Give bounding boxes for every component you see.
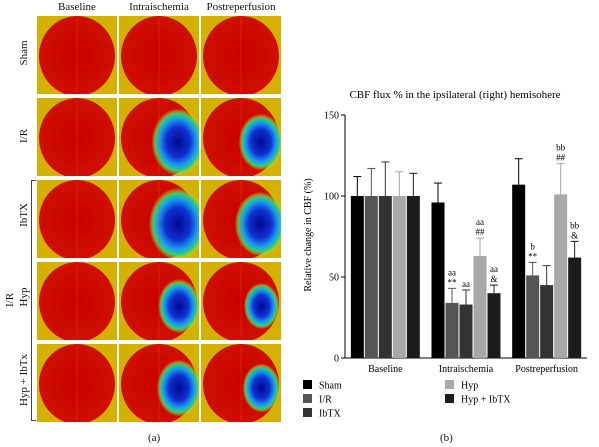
group-bracket-top (31, 180, 36, 181)
significance-label: ## (476, 227, 486, 237)
column-header-intraischemia: Intraischemia (129, 1, 189, 13)
bar (378, 196, 392, 358)
bar (487, 293, 501, 358)
bar (431, 202, 445, 358)
legend-label: IbTX (319, 409, 341, 420)
perfusion-image (37, 16, 117, 94)
column-header-postreperfusion: Postreperfusion (206, 1, 276, 13)
group-label-ir: I/R (4, 292, 16, 308)
row-label-sham: Sham (18, 40, 30, 66)
bar (350, 196, 364, 358)
bar (364, 196, 378, 358)
y-tick-label: 100 (324, 192, 339, 203)
significance-label: aa (490, 264, 498, 274)
legend-label: Hyp (461, 381, 478, 392)
y-axis-label: Relative change in CBF (%) (303, 178, 314, 291)
bar (568, 257, 582, 358)
perfusion-image (37, 98, 117, 176)
chart-title: CBF flux % in the ipsilateral (right) he… (349, 90, 560, 101)
perfusion-image (201, 16, 281, 94)
row-label-ir: I/R (18, 128, 30, 144)
panel-label-b: (b) (440, 432, 453, 444)
x-tick-label: Baseline (368, 364, 403, 375)
bar (445, 302, 459, 358)
row-label-hyp: Hyp (18, 287, 30, 307)
bar (473, 255, 487, 358)
chart-legend: Sham I/R IbTX Hyp Hyp + IbTX (303, 380, 511, 420)
group-bracket-bottom (31, 420, 36, 421)
perfusion-image (37, 180, 117, 258)
cbf-bar-chart: CBF flux % in the ipsilateral (right) he… (303, 90, 587, 420)
perfusion-image (201, 344, 281, 422)
perfusion-image (37, 344, 117, 422)
column-header-baseline: Baseline (58, 1, 96, 13)
bar (512, 184, 526, 358)
row-label-ibtx: IbTX (18, 203, 30, 227)
significance-label: bb (556, 143, 566, 153)
y-tick-label: 150 (324, 111, 339, 122)
perfusion-image (119, 98, 199, 176)
legend-swatch (303, 380, 312, 389)
y-tick-label: 0 (334, 354, 339, 365)
significance-label: bb (570, 220, 580, 230)
bar (406, 196, 420, 358)
panel-label-a: (a) (148, 432, 161, 444)
perfusion-image (119, 180, 199, 258)
perfusion-image (201, 180, 281, 258)
bar (459, 304, 473, 358)
bar (554, 194, 568, 358)
legend-swatch (445, 380, 454, 389)
bar (526, 275, 540, 358)
perfusion-image (37, 262, 117, 340)
group-bracket (31, 180, 32, 420)
perfusion-image (119, 344, 199, 422)
x-tick-label: Postreperfusion (515, 364, 578, 375)
significance-label: & (490, 274, 497, 284)
legend-swatch (445, 394, 454, 403)
perfusion-image (119, 16, 199, 94)
legend-swatch (303, 408, 312, 417)
significance-label: ## (556, 153, 566, 163)
legend-label: Sham (319, 381, 342, 392)
legend-swatch (303, 394, 312, 403)
significance-label: b (530, 241, 535, 251)
y-tick-label: 50 (329, 273, 339, 284)
bar (392, 196, 406, 358)
bar (540, 285, 554, 358)
row-label-hyp-ibtx: Hyp + IbTx (18, 353, 30, 407)
significance-label: ** (528, 251, 538, 261)
perfusion-image (201, 262, 281, 340)
significance-label: aa (448, 267, 456, 277)
perfusion-image (119, 262, 199, 340)
perfusion-image (201, 98, 281, 176)
legend-label: Hyp + IbTX (461, 395, 511, 406)
significance-label: & (571, 230, 578, 240)
significance-label: aa (476, 217, 484, 227)
significance-label: aa (462, 279, 470, 289)
x-tick-label: Intraischemia (439, 364, 494, 375)
legend-label: I/R (319, 395, 332, 406)
significance-label: ** (448, 277, 458, 287)
